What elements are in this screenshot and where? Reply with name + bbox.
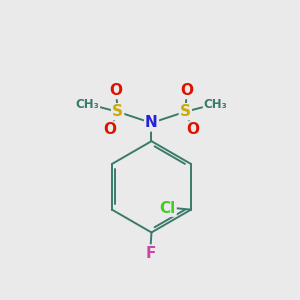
Text: S: S — [112, 104, 123, 119]
Text: O: O — [110, 83, 123, 98]
Text: O: O — [104, 122, 117, 137]
Text: Cl: Cl — [159, 201, 176, 216]
Text: S: S — [180, 104, 191, 119]
Text: CH₃: CH₃ — [75, 98, 99, 111]
Text: F: F — [146, 246, 156, 261]
Text: O: O — [180, 83, 193, 98]
Text: N: N — [145, 116, 158, 130]
Text: O: O — [186, 122, 199, 137]
Text: CH₃: CH₃ — [204, 98, 227, 111]
